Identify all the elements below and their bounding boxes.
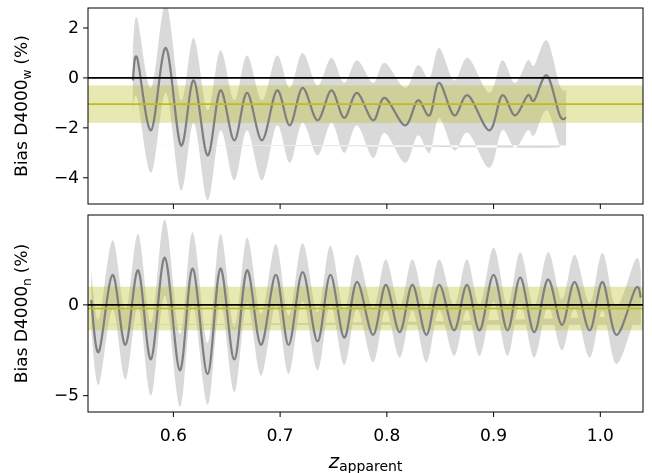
x-label-sub: apparent <box>339 459 403 473</box>
y-tick-label: 0 <box>68 68 79 88</box>
y-label-sub: w <box>20 69 34 79</box>
y-label-unit: (%) <box>12 35 32 64</box>
y-tick-label: −4 <box>54 168 79 188</box>
x-tick-label: 0.7 <box>267 426 294 446</box>
error-band <box>88 219 641 407</box>
series-line <box>90 256 642 375</box>
y-label-unit: (%) <box>12 244 32 273</box>
x-tick-label: 1.0 <box>587 426 614 446</box>
y-axis-label: Bias D4000n (%) <box>12 244 34 383</box>
x-axis-label: zapparent <box>328 449 403 473</box>
y-label-main: Bias D4000 <box>12 286 32 383</box>
y-tick-label: 2 <box>68 18 79 38</box>
y-tick-label: 0 <box>68 295 79 315</box>
x-tick-label: 0.8 <box>373 426 400 446</box>
series-line <box>131 46 567 157</box>
plot-area <box>88 219 643 407</box>
y-tick-label: −5 <box>54 386 79 406</box>
y-axis-label: Bias D4000w (%) <box>12 35 34 177</box>
y-label-main: Bias D4000 <box>12 79 32 176</box>
y-label-sub: n <box>20 278 34 286</box>
plot-area <box>88 8 643 201</box>
plot-frame <box>87 214 644 413</box>
x-tick-label: 0.6 <box>160 426 187 446</box>
y-tick-label: −2 <box>54 118 79 138</box>
x-tick-label: 0.9 <box>480 426 507 446</box>
x-label-main: z <box>328 449 340 473</box>
plot-frame <box>87 7 644 205</box>
